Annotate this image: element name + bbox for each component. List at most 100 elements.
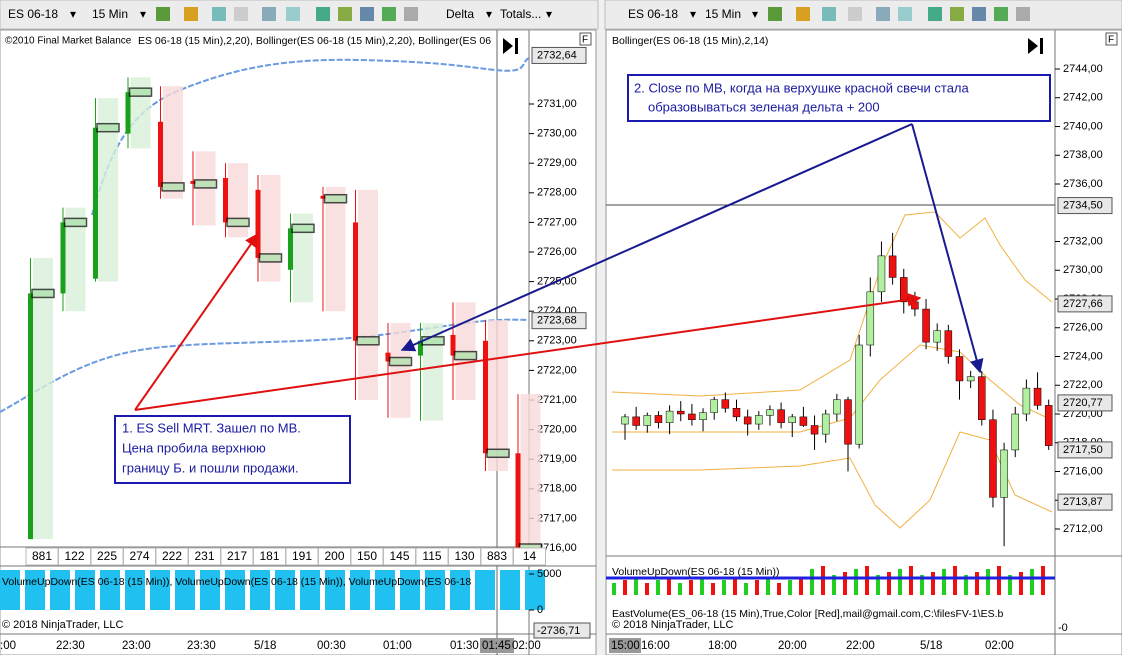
dropdown-arrow[interactable]: ▾	[140, 7, 146, 21]
toolbar-icon[interactable]	[876, 7, 890, 21]
interval-select[interactable]: 15 Min	[92, 7, 128, 21]
poc-box	[31, 288, 55, 299]
candle-body	[944, 330, 953, 357]
toolbar-icon[interactable]	[404, 7, 418, 21]
volume-bar	[0, 570, 20, 610]
volume-bar	[953, 566, 957, 595]
toolbar-icon[interactable]	[972, 7, 986, 21]
instrument-select[interactable]: ES 06-18	[8, 7, 58, 21]
toolbar-icon[interactable]	[234, 7, 248, 21]
footprint-cells	[163, 86, 183, 199]
footprint-cells	[260, 175, 281, 282]
dropdown-arrow[interactable]: ▾	[690, 7, 696, 21]
toolbar-icon[interactable]	[994, 7, 1008, 21]
volume-bar	[1030, 569, 1034, 595]
toolbar-icon[interactable]	[898, 7, 912, 21]
x-tick-label: 16:00	[641, 640, 670, 652]
volume-bar	[942, 569, 946, 595]
toolbar-icon[interactable]	[156, 7, 170, 21]
candle-body	[978, 376, 986, 420]
volume-value: 181	[259, 549, 279, 563]
toolbar-icon[interactable]	[184, 7, 198, 21]
y-tick-label: 2723,00	[537, 335, 577, 347]
y-tick-label: 2716,00	[1063, 465, 1103, 477]
instrument-select[interactable]: ES 06-18	[628, 7, 678, 21]
volume-value: 14	[523, 549, 537, 563]
x-tick-label: 22:00	[846, 640, 875, 652]
y-tick-label: 2744,00	[1063, 63, 1103, 75]
toolbar-icon[interactable]	[768, 7, 782, 21]
candle-body	[1011, 413, 1019, 451]
footprint-cells	[98, 98, 118, 282]
toolbar-icon[interactable]	[360, 7, 374, 21]
y-tick-label: 2730,00	[1063, 264, 1103, 276]
candle-body	[799, 416, 808, 426]
bollinger-upper	[611, 211, 1053, 397]
price-marker-label: -2736,71	[537, 625, 580, 637]
volume-bar	[854, 569, 858, 595]
candle-body	[721, 399, 730, 409]
toolbar-icon[interactable]	[382, 7, 396, 21]
toolbar-icon[interactable]	[950, 7, 964, 21]
y-tick-label: 2719,00	[537, 453, 577, 465]
candle-body	[1044, 405, 1053, 446]
volume-bar	[425, 570, 445, 610]
arrow	[134, 232, 259, 411]
panel-flag[interactable]: F	[1108, 35, 1114, 46]
copyright: © 2018 NinjaTrader, LLC	[612, 619, 733, 631]
dropdown-arrow[interactable]: ▾	[486, 7, 492, 21]
volume-value: 150	[357, 549, 377, 563]
dropdown-arrow[interactable]: ▾	[546, 7, 552, 21]
dropdown-arrow[interactable]: ▾	[752, 7, 758, 21]
volume-value: 145	[389, 549, 409, 563]
y-tick-label: 2720,00	[537, 424, 577, 436]
dropdown-arrow[interactable]: ▾	[70, 7, 76, 21]
volume-bar	[689, 580, 693, 595]
panel-flag[interactable]: F	[582, 35, 588, 46]
toolbar-icon[interactable]	[262, 7, 276, 21]
poc-box	[258, 253, 283, 263]
footprint-cells	[33, 257, 53, 540]
volume-value: 200	[324, 549, 344, 563]
scroll-end-button[interactable]	[503, 38, 518, 54]
volume-value: 217	[227, 549, 247, 563]
volume-bar	[350, 570, 370, 610]
y-tick-label: 2726,00	[1063, 322, 1103, 334]
interval-select[interactable]: 15 Min	[705, 7, 741, 21]
price-marker	[1057, 441, 1113, 459]
toolbar-icon[interactable]	[928, 7, 942, 21]
panel-flag-box[interactable]	[1105, 32, 1118, 46]
volume-bar	[125, 570, 145, 610]
volume-bar	[375, 570, 395, 610]
poc-box	[128, 87, 153, 97]
volume-bar	[275, 570, 295, 610]
volume-bar	[711, 583, 715, 595]
price-marker-label: 2720,77	[1063, 397, 1103, 409]
volume-bar	[450, 570, 470, 610]
candle-body	[900, 277, 908, 303]
y-tick-label: 2724,00	[1063, 350, 1103, 362]
toolbar-icon[interactable]	[286, 7, 300, 21]
volume-bar	[997, 566, 1001, 595]
price-marker	[1057, 493, 1113, 511]
y-tick-label: 2712,00	[1063, 523, 1103, 535]
toolbar-icon[interactable]	[338, 7, 352, 21]
toolbar-icon[interactable]	[316, 7, 330, 21]
toolbar-icon[interactable]	[212, 7, 226, 21]
candle-body	[643, 415, 652, 426]
volume-bar	[744, 583, 748, 595]
candle-body	[665, 410, 674, 423]
toolbar-icon[interactable]	[1016, 7, 1030, 21]
candle-body	[1000, 449, 1008, 498]
scroll-end-button[interactable]	[1028, 38, 1043, 54]
totals-select[interactable]: Totals...	[500, 7, 541, 21]
volume-bar	[75, 570, 95, 610]
toolbar-icon[interactable]	[848, 7, 862, 21]
toolbar-icon[interactable]	[796, 7, 810, 21]
delta-select[interactable]: Delta	[446, 7, 474, 21]
indicator-label: VolumeUpDown(ES 06-18 (15 Min)), VolumeU…	[2, 576, 471, 588]
panel-flag-box[interactable]	[579, 32, 592, 46]
volume-bar	[975, 572, 979, 595]
toolbar-icon[interactable]	[822, 7, 836, 21]
